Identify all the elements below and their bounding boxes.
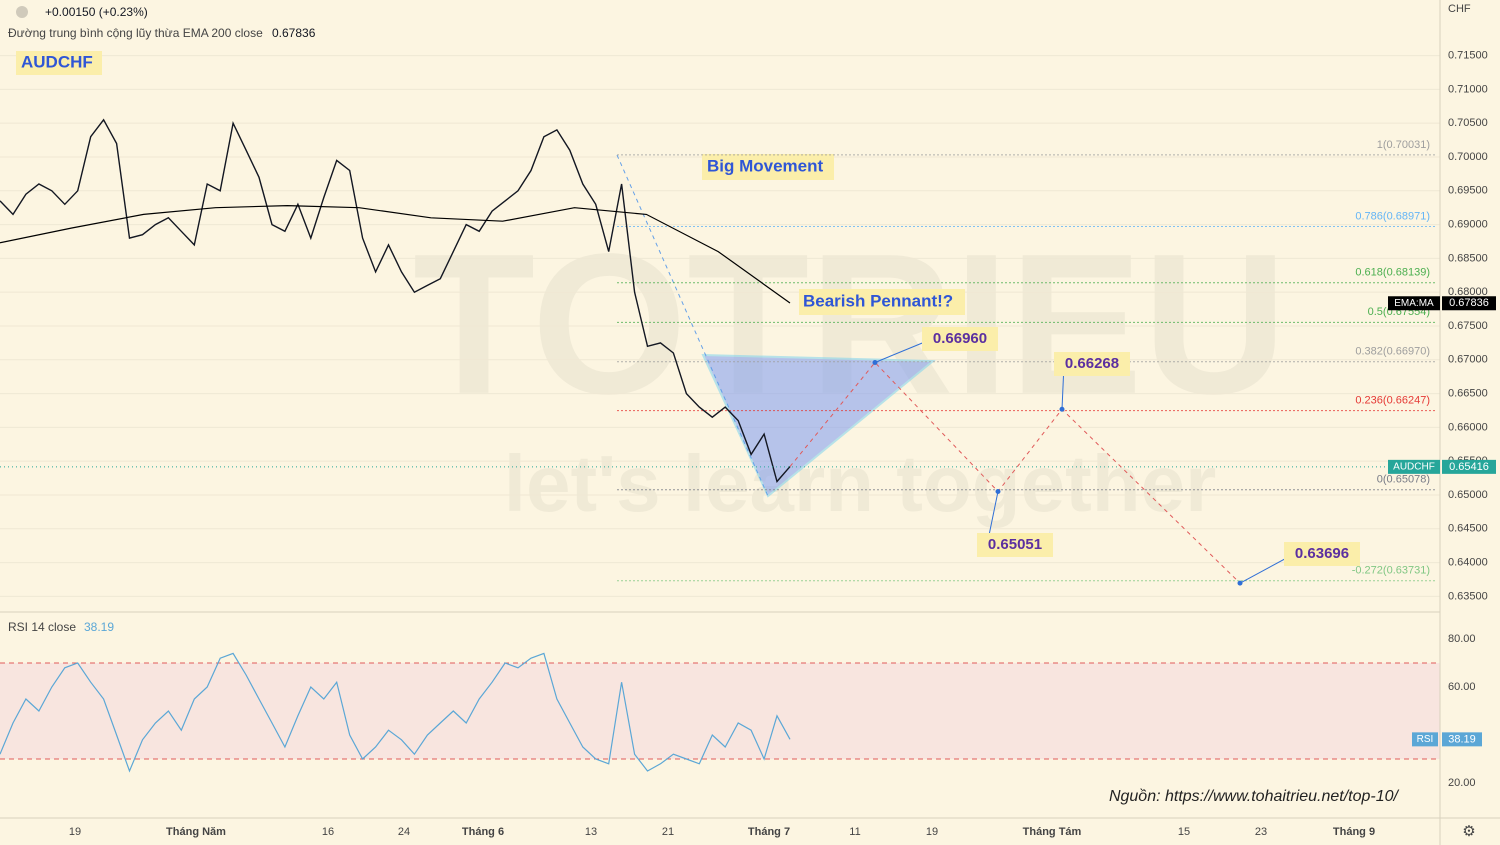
target-label: 0.66268 bbox=[1065, 355, 1119, 372]
annotation-box bbox=[702, 154, 834, 180]
badge-name: RSI bbox=[1417, 734, 1434, 745]
y-tick-label: 0.64500 bbox=[1448, 523, 1488, 535]
target-point bbox=[995, 489, 1001, 495]
annotation: Bearish Pennant!? bbox=[803, 291, 953, 310]
target-point bbox=[872, 359, 878, 365]
x-tick-label: Tháng 7 bbox=[748, 826, 790, 838]
callout-box bbox=[1284, 542, 1360, 566]
y-tick-label: 0.68000 bbox=[1448, 286, 1488, 298]
watermark: let's learn together bbox=[504, 439, 1217, 528]
x-tick-label: 21 bbox=[662, 826, 674, 838]
badge-name-bg bbox=[1388, 459, 1440, 474]
series-line bbox=[0, 118, 791, 483]
y-tick-label: 20.00 bbox=[1448, 777, 1476, 789]
target-point bbox=[1059, 406, 1065, 412]
x-tick-label: Tháng 6 bbox=[462, 826, 504, 838]
x-tick-label: 23 bbox=[1255, 826, 1267, 838]
rsi-value: 38.19 bbox=[84, 620, 114, 634]
y-tick-label: 0.66500 bbox=[1448, 387, 1488, 399]
x-tick-label: 19 bbox=[926, 826, 938, 838]
target-label: 0.65051 bbox=[988, 536, 1042, 553]
x-tick-label: 13 bbox=[585, 826, 597, 838]
series-line bbox=[0, 204, 791, 304]
badge-value: 38.19 bbox=[1448, 733, 1476, 745]
currency[interactable]: CHF bbox=[1448, 3, 1471, 15]
callout-box bbox=[922, 327, 998, 351]
trend-line bbox=[616, 154, 769, 497]
badge-value-bg bbox=[1442, 296, 1496, 311]
settings-button[interactable]: ⚙ bbox=[1462, 823, 1475, 840]
fib-label: 0(0.65078) bbox=[1377, 474, 1430, 486]
badge-name-bg bbox=[1388, 296, 1440, 311]
y-tick-label: 0.67000 bbox=[1448, 354, 1488, 366]
symbol: AUDCHF bbox=[21, 52, 93, 71]
y-tick-label: 0.69000 bbox=[1448, 218, 1488, 230]
rsi-band bbox=[0, 663, 1440, 759]
y-tick-label: 80.00 bbox=[1448, 633, 1476, 645]
y-tick-label: 0.67500 bbox=[1448, 320, 1488, 332]
x-tick-label: 19 bbox=[69, 826, 81, 838]
x-tick-label: Tháng 9 bbox=[1333, 826, 1375, 838]
y-tick-label: 0.66000 bbox=[1448, 421, 1488, 433]
fib-label: 1(0.70031) bbox=[1377, 139, 1430, 151]
badge-name: EMA:MA bbox=[1394, 298, 1434, 309]
indicator-title: Đường trung bình cộng lũy thừa EMA 200 c… bbox=[8, 26, 263, 40]
badge-value-bg bbox=[1442, 459, 1496, 474]
fib-label: 0.618(0.68139) bbox=[1355, 267, 1430, 279]
series-line bbox=[0, 652, 791, 773]
collapse-button[interactable] bbox=[16, 6, 28, 18]
annotation-box bbox=[799, 289, 965, 315]
x-tick-label: 24 bbox=[398, 826, 410, 838]
badge-name-bg bbox=[1412, 732, 1438, 747]
badge-name: AUDCHF bbox=[1393, 461, 1435, 472]
indicator-value: 0.67836 bbox=[272, 26, 316, 40]
y-tick-label: 0.68500 bbox=[1448, 252, 1488, 264]
pennant bbox=[701, 353, 936, 498]
x-tick-label: 16 bbox=[322, 826, 334, 838]
x-tick-label: 15 bbox=[1178, 826, 1190, 838]
badge-value: 0.65416 bbox=[1449, 461, 1489, 473]
target-point bbox=[1237, 580, 1243, 586]
fib-label: 0.236(0.66247) bbox=[1355, 395, 1430, 407]
annotation: Big Movement bbox=[707, 156, 824, 175]
y-tick-label: 0.71000 bbox=[1448, 83, 1488, 95]
rsi-title: RSI 14 close bbox=[8, 620, 76, 634]
x-tick-label: Tháng Tám bbox=[1023, 826, 1082, 838]
x-tick-label: 11 bbox=[849, 826, 860, 838]
x-tick-label: Tháng Năm bbox=[166, 826, 226, 838]
badge-value-bg bbox=[1442, 732, 1482, 747]
fib-label: 0.382(0.66970) bbox=[1355, 346, 1430, 358]
y-tick-label: 0.64000 bbox=[1448, 556, 1488, 568]
badge-value: 0.67836 bbox=[1449, 297, 1489, 309]
y-tick-label: 60.00 bbox=[1448, 681, 1476, 693]
y-tick-label: 0.69500 bbox=[1448, 185, 1488, 197]
callout-box bbox=[1054, 352, 1130, 376]
source: Nguồn: https://www.tohaitrieu.net/top-10… bbox=[1109, 788, 1400, 805]
y-tick-label: 0.63500 bbox=[1448, 590, 1488, 602]
y-tick-label: 0.70000 bbox=[1448, 151, 1488, 163]
target-label: 0.66960 bbox=[933, 330, 987, 347]
y-tick-label: 0.70500 bbox=[1448, 117, 1488, 129]
fib-label: -0.272(0.63731) bbox=[1352, 565, 1430, 577]
fib-label: 0.786(0.68971) bbox=[1355, 210, 1430, 222]
symbol-box bbox=[16, 51, 102, 75]
target-label: 0.63696 bbox=[1295, 545, 1349, 562]
y-tick-label: 0.71500 bbox=[1448, 49, 1488, 61]
callout-box bbox=[977, 533, 1053, 557]
y-tick-label: 0.65000 bbox=[1448, 489, 1488, 501]
price-change: +0.00150 (+0.23%) bbox=[45, 5, 148, 19]
